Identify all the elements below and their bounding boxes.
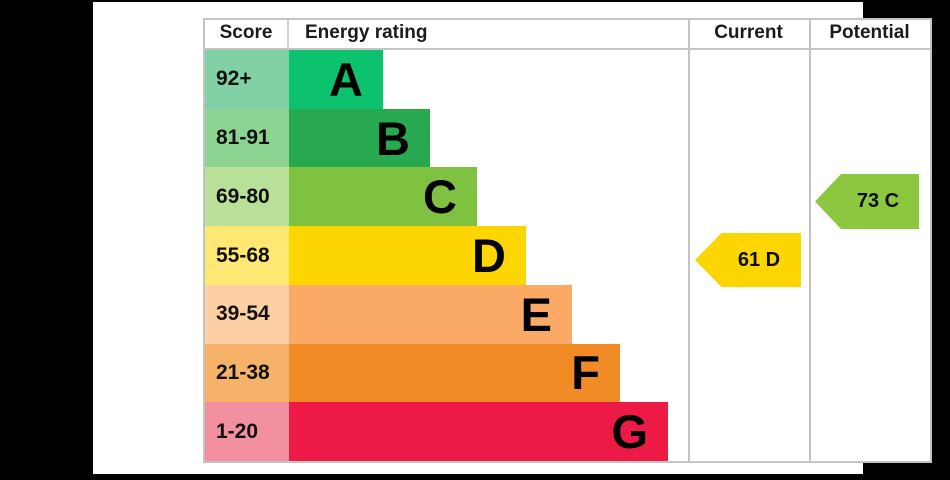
score-range-label: 81-91 <box>216 126 270 150</box>
potential-rating-label: 73 C <box>856 190 900 212</box>
score-range-label: 21-38 <box>216 360 270 384</box>
table-header-row: Score Energy rating Current Potential <box>205 20 930 50</box>
current-rating-label: 61 D <box>737 248 781 271</box>
score-range-label: 1-20 <box>216 419 259 443</box>
band-row-a: 92+ A <box>205 50 930 109</box>
rating-letter-d: D <box>472 229 506 283</box>
rating-bar-g: G <box>289 402 668 462</box>
score-range-f: 21-38 <box>205 343 289 403</box>
score-range-label: 69-80 <box>216 184 270 208</box>
score-range-label: 55-68 <box>216 243 270 267</box>
band-rows: 92+ A 81-91 B 69-80 <box>205 50 930 462</box>
rating-letter-g: G <box>611 405 648 459</box>
score-range-c: 69-80 <box>205 167 289 227</box>
header-score: Score <box>205 20 289 48</box>
band-row-d: 55-68 D <box>205 226 930 285</box>
rating-letter-a: A <box>329 52 363 106</box>
rating-bar-a: A <box>289 50 383 109</box>
header-energy-rating: Energy rating <box>305 22 428 43</box>
chart-panel: Score Energy rating Current Potential 92… <box>93 2 932 474</box>
potential-column-divider <box>809 20 811 461</box>
rating-bar-f: F <box>289 343 620 403</box>
band-row-g: 1-20 G <box>205 402 930 462</box>
band-row-f: 21-38 F <box>205 343 930 403</box>
score-range-b: 81-91 <box>205 108 289 168</box>
rating-bar-d: D <box>289 226 526 285</box>
rating-bar-b: B <box>289 108 430 168</box>
current-rating-marker: 61 D <box>695 233 801 287</box>
rating-letter-b: B <box>376 111 410 165</box>
rating-letter-c: C <box>423 170 457 224</box>
score-range-label: 39-54 <box>216 302 270 326</box>
band-row-e: 39-54 E <box>205 284 930 344</box>
rating-table: Score Energy rating Current Potential 92… <box>203 18 932 463</box>
band-row-b: 81-91 B <box>205 108 930 168</box>
score-range-g: 1-20 <box>205 402 289 462</box>
band-row-c: 69-80 C <box>205 167 930 227</box>
score-range-d: 55-68 <box>205 226 289 285</box>
rating-letter-e: E <box>520 287 552 341</box>
rating-bar-e: E <box>289 284 572 344</box>
header-potential: Potential <box>829 22 910 43</box>
score-range-a: 92+ <box>205 50 289 109</box>
header-current: Current <box>714 22 783 43</box>
score-range-label: 92+ <box>216 67 252 91</box>
rating-bar-c: C <box>289 167 477 227</box>
rating-letter-f: F <box>571 346 600 400</box>
current-column-divider <box>688 20 690 461</box>
score-range-e: 39-54 <box>205 284 289 344</box>
